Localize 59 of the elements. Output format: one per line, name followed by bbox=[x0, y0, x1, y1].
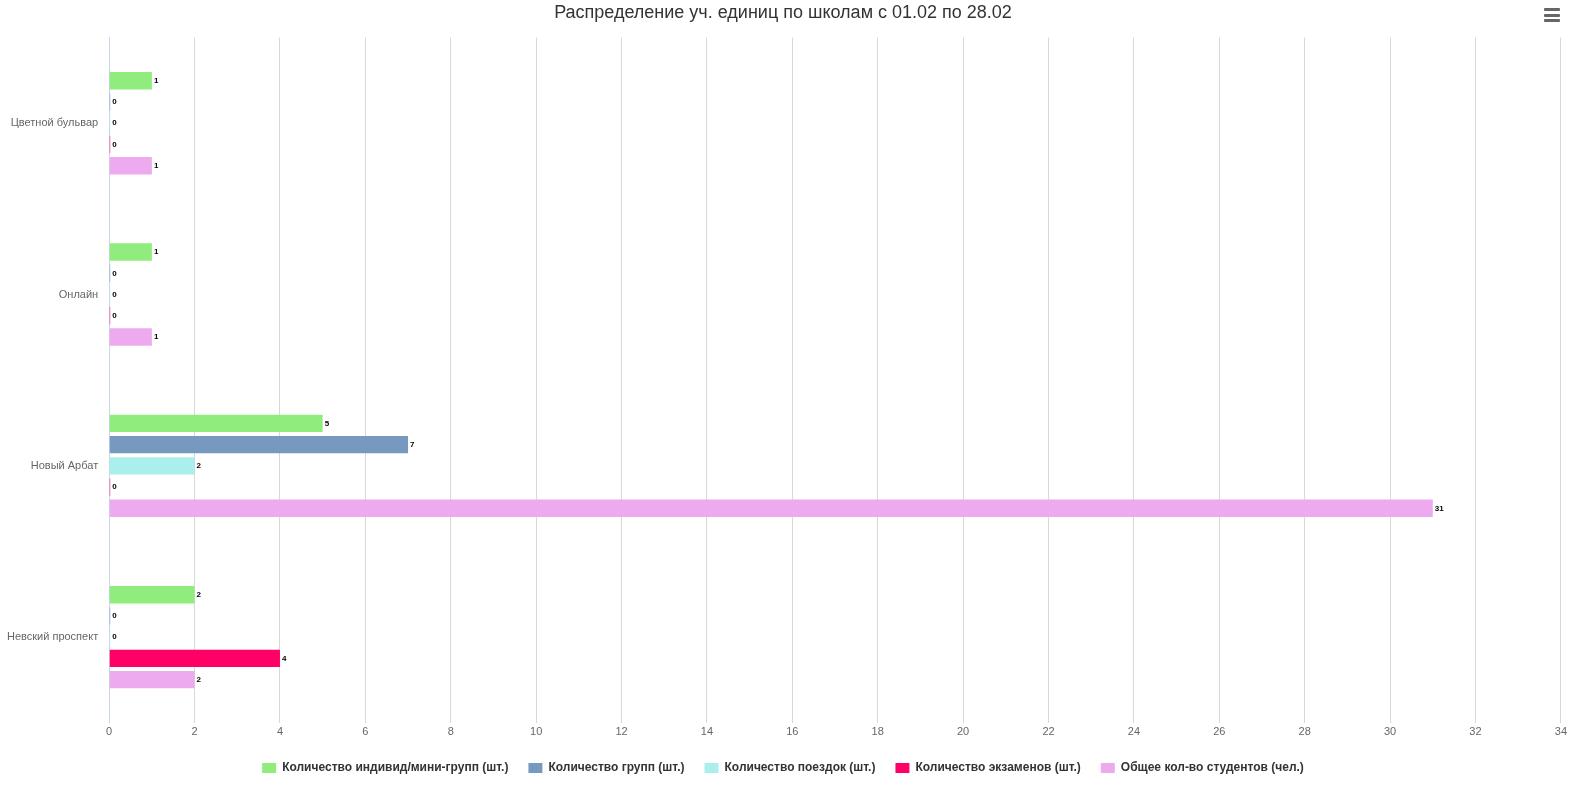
y-tick-label: Невский проспект bbox=[6, 630, 99, 643]
x-tick-label: 34 bbox=[1554, 725, 1568, 738]
bar bbox=[109, 499, 1433, 518]
data-label: 0 bbox=[112, 632, 118, 642]
data-label: 0 bbox=[112, 139, 118, 149]
x-tick-label: 12 bbox=[615, 725, 628, 738]
chart-title: Распределение уч. единиц по школам с 01.02 по 28.02 bbox=[554, 1, 1012, 22]
x-tick-label: 26 bbox=[1213, 725, 1226, 738]
x-tick-label: 10 bbox=[530, 725, 543, 738]
data-label: 7 bbox=[410, 439, 416, 449]
x-tick-label: 20 bbox=[957, 725, 970, 738]
data-label: 5 bbox=[324, 418, 330, 428]
legend-label: Количество индивид/мини-групп (шт.) bbox=[282, 760, 509, 775]
data-label: 1 bbox=[153, 247, 159, 257]
x-tick-label: 18 bbox=[871, 725, 884, 738]
x-tick-label: 24 bbox=[1127, 725, 1141, 738]
data-label: 31 bbox=[1434, 503, 1445, 513]
bar bbox=[109, 72, 152, 90]
x-tick-label: 8 bbox=[447, 725, 454, 738]
bar bbox=[109, 670, 195, 689]
data-label: 0 bbox=[112, 482, 118, 492]
data-label: 4 bbox=[281, 653, 287, 663]
data-label: 0 bbox=[112, 611, 118, 621]
data-label: 0 bbox=[112, 310, 118, 320]
x-tick-label: 6 bbox=[362, 725, 369, 738]
legend-label: Количество групп (шт.) bbox=[548, 760, 685, 775]
bar bbox=[109, 157, 152, 175]
x-tick-label: 28 bbox=[1298, 725, 1311, 738]
bar bbox=[109, 328, 152, 346]
data-label: 1 bbox=[153, 160, 159, 170]
x-tick-label: 16 bbox=[786, 725, 799, 738]
bar bbox=[109, 585, 195, 604]
data-label: 0 bbox=[112, 268, 118, 278]
bar bbox=[109, 243, 152, 261]
data-label: 2 bbox=[196, 589, 202, 599]
data-label: 0 bbox=[112, 118, 118, 128]
bar bbox=[109, 649, 280, 668]
data-label: 2 bbox=[196, 674, 202, 684]
data-label: 2 bbox=[196, 461, 202, 471]
bar bbox=[109, 457, 195, 475]
x-tick-label: 0 bbox=[106, 725, 113, 738]
y-tick-label: Цветной бульвар bbox=[10, 116, 99, 129]
x-tick-label: 32 bbox=[1469, 725, 1482, 738]
legend-label: Общее кол-во студентов (чел.) bbox=[1120, 760, 1304, 775]
data-label: 1 bbox=[153, 75, 159, 85]
x-tick-label: 30 bbox=[1383, 725, 1397, 738]
legend-label: Количество экзаменов (шт.) bbox=[915, 760, 1081, 775]
x-tick-label: 14 bbox=[700, 725, 714, 738]
bar bbox=[109, 435, 409, 454]
x-tick-label: 22 bbox=[1042, 725, 1055, 738]
y-tick-label: Онлайн bbox=[58, 287, 99, 300]
legend-label: Количество поездок (шт.) bbox=[724, 760, 876, 775]
bar bbox=[109, 414, 323, 433]
x-tick-label: 4 bbox=[276, 725, 284, 738]
data-label: 1 bbox=[153, 332, 159, 342]
data-label: 0 bbox=[112, 289, 118, 299]
data-label: 0 bbox=[112, 97, 118, 107]
y-tick-label: Новый Арбат bbox=[30, 458, 99, 471]
x-tick-label: 2 bbox=[191, 725, 198, 738]
